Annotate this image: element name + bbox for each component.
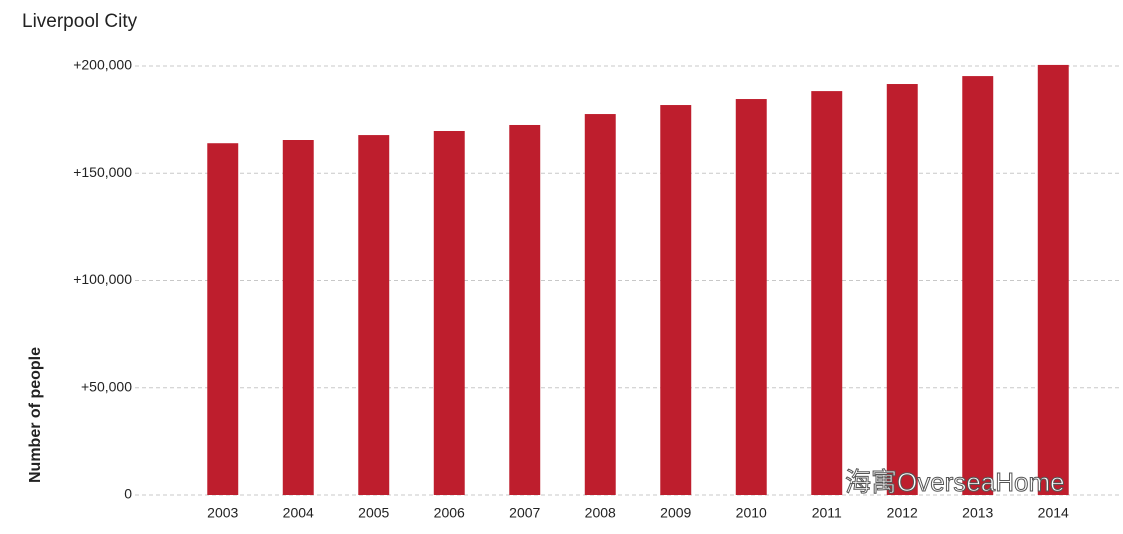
x-tick-label: 2005 <box>358 505 389 521</box>
y-tick-label: +200,000 <box>73 57 132 73</box>
y-tick-label: +100,000 <box>73 271 132 287</box>
x-tick-label: 2010 <box>736 505 767 521</box>
bar <box>962 76 994 496</box>
x-tick-label: 2013 <box>962 505 993 521</box>
bar <box>1037 64 1069 496</box>
bar <box>584 114 616 495</box>
bar <box>358 135 390 495</box>
watermark: 海寓OverseaHome <box>845 467 1065 497</box>
y-tick-label: 0 <box>124 486 132 502</box>
chart-title: Liverpool City <box>22 11 138 32</box>
y-axis-label: Number of people <box>27 347 44 483</box>
x-tick-label: 2011 <box>812 505 842 521</box>
bar <box>660 105 692 495</box>
x-tick-label: 2004 <box>283 505 314 521</box>
y-tick-label: +150,000 <box>73 164 132 180</box>
x-tick-label: 2012 <box>887 505 918 521</box>
bar <box>509 124 541 496</box>
bar <box>735 99 767 496</box>
bar <box>433 130 465 495</box>
x-tick-label: 2008 <box>585 505 616 521</box>
bar <box>282 140 314 495</box>
bar <box>811 91 843 495</box>
x-tick-label: 2006 <box>434 505 465 521</box>
x-tick-label: 2003 <box>207 505 238 521</box>
bar <box>207 143 239 495</box>
bar <box>886 84 918 495</box>
y-tick-label: +50,000 <box>81 378 132 394</box>
x-tick-label: 2009 <box>660 505 691 521</box>
x-tick-label: 2007 <box>509 505 540 521</box>
x-tick-label: 2014 <box>1038 505 1069 521</box>
